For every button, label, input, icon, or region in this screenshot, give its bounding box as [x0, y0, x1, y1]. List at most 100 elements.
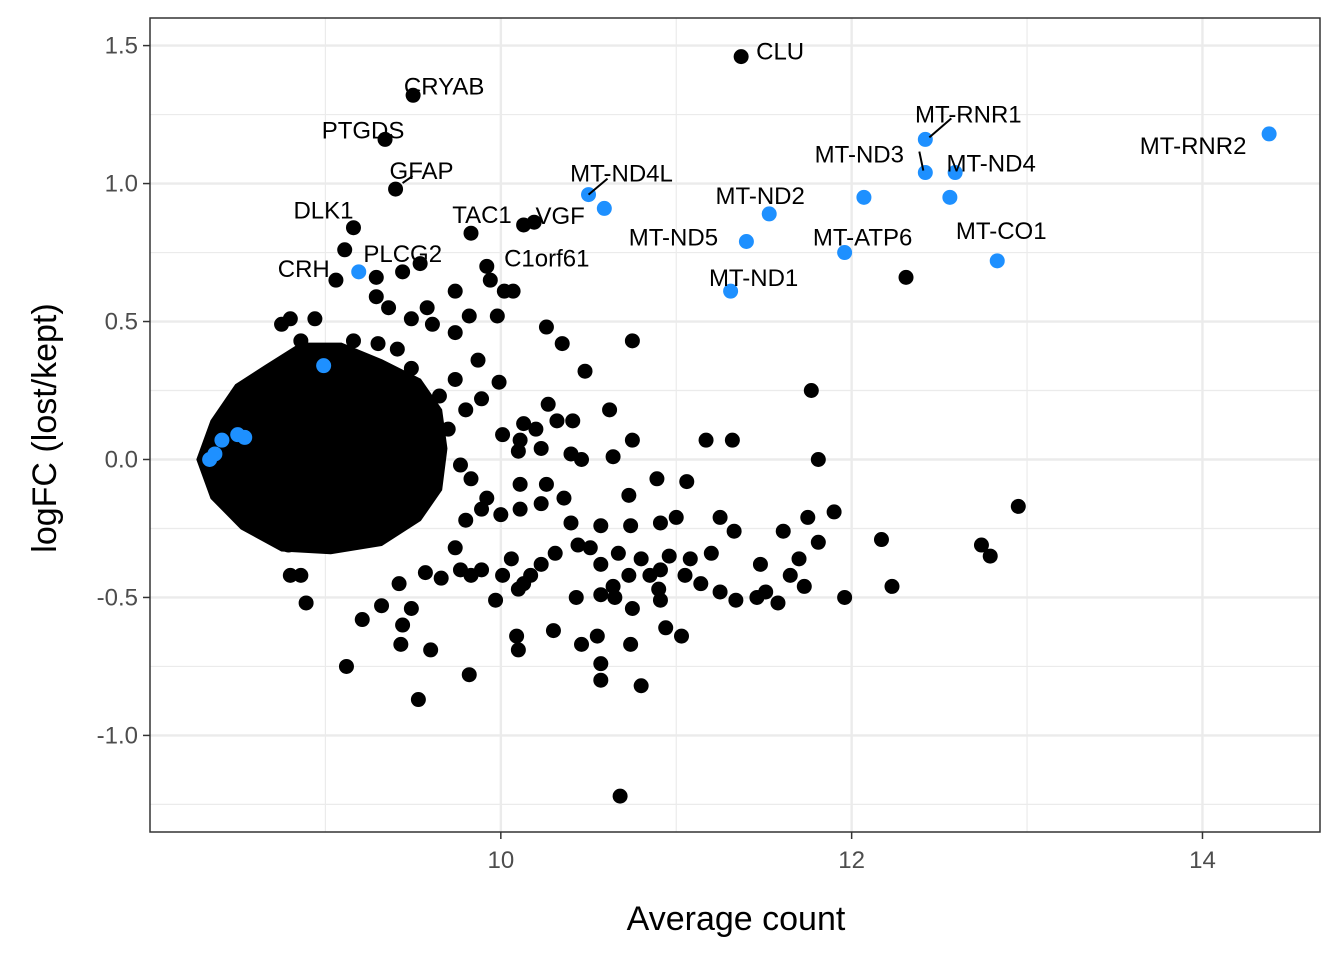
data-point [281, 537, 297, 553]
data-point [391, 576, 407, 592]
data-point [565, 413, 581, 429]
point-label: CRH [278, 256, 330, 283]
y-tick-label: -1.0 [97, 722, 138, 749]
data-point [554, 336, 570, 352]
data-point [549, 413, 565, 429]
data-point [489, 308, 505, 324]
data-point [452, 457, 468, 473]
data-point-dlk1 [345, 220, 361, 236]
data-point-mt-nd3 [917, 165, 933, 181]
data-point [703, 545, 719, 561]
point-label: MT-ND3 [815, 142, 904, 169]
data-point [298, 595, 314, 611]
data-point-mito [596, 200, 612, 216]
data-point-mito [237, 429, 253, 445]
data-point [800, 509, 816, 525]
x-tick-label: 12 [838, 847, 865, 874]
data-point [726, 523, 742, 539]
data-point-mt-atp6 [837, 245, 853, 261]
data-point [419, 300, 435, 316]
data-point [354, 352, 370, 368]
data-point [374, 598, 390, 614]
data-point-gfap [388, 181, 404, 197]
data-point [370, 336, 386, 352]
data-point [403, 311, 419, 327]
y-tick-label: -0.5 [97, 584, 138, 611]
data-point [623, 518, 639, 534]
data-point [328, 272, 344, 288]
data-point [1010, 498, 1026, 514]
data-point [482, 272, 498, 288]
data-point-ptgds [377, 131, 393, 147]
data-point [424, 316, 440, 332]
data-point [803, 383, 819, 399]
data-point [621, 487, 637, 503]
data-point [651, 581, 667, 597]
data-point-plcg2 [337, 242, 353, 258]
data-point [509, 628, 525, 644]
point-label: GFAP [390, 158, 454, 185]
data-point [574, 636, 590, 652]
data-point [712, 584, 728, 600]
data-point [538, 319, 554, 335]
data-point [658, 620, 674, 636]
x-tick-label: 14 [1189, 847, 1216, 874]
point-label: MT-ND1 [709, 265, 798, 292]
data-point [533, 440, 549, 456]
data-point [403, 360, 419, 376]
data-point-crh [351, 264, 367, 280]
data-point [973, 537, 989, 553]
data-point-mt-nd4 [947, 165, 963, 181]
data-point-c1orf61 [479, 258, 495, 274]
data-point [495, 427, 511, 443]
point-label: CRYAB [404, 73, 484, 100]
y-tick-label: 0.5 [105, 309, 138, 336]
data-point [337, 347, 353, 363]
data-point [633, 551, 649, 567]
point-label: C1orf61 [504, 245, 589, 272]
data-point [782, 567, 798, 583]
data-point [393, 636, 409, 652]
data-point [512, 476, 528, 492]
data-point [512, 432, 528, 448]
data-point [307, 311, 323, 327]
data-point [440, 421, 456, 437]
label-connector [402, 175, 414, 184]
data-point [624, 333, 640, 349]
data-point-mito [316, 358, 332, 374]
data-point [447, 325, 463, 341]
data-point [728, 592, 744, 608]
data-point-mito [207, 446, 223, 462]
data-point [491, 374, 507, 390]
data-point [679, 474, 695, 490]
data-point [433, 570, 449, 586]
data-point [512, 501, 528, 517]
data-point [545, 623, 561, 639]
point-label: PLCG2 [363, 241, 442, 268]
data-point [837, 589, 853, 605]
data-point-mt-rnr2 [1261, 126, 1277, 142]
data-point [533, 556, 549, 572]
label-connector [928, 117, 952, 139]
data-point [403, 600, 419, 616]
data-point-mt-nd2 [761, 206, 777, 222]
data-point [677, 567, 693, 583]
data-point [540, 396, 556, 412]
data-point-mt-nd1 [723, 283, 739, 299]
data-point [389, 341, 405, 357]
data-point [633, 678, 649, 694]
data-points [196, 49, 1277, 804]
data-point [463, 471, 479, 487]
data-point [582, 540, 598, 556]
data-point [533, 496, 549, 512]
data-point [568, 589, 584, 605]
data-point [538, 476, 554, 492]
data-point [274, 316, 290, 332]
data-point [624, 600, 640, 616]
data-point [503, 551, 519, 567]
data-point [698, 432, 714, 448]
data-point [474, 391, 490, 407]
data-point [354, 612, 370, 628]
data-point [796, 578, 812, 594]
